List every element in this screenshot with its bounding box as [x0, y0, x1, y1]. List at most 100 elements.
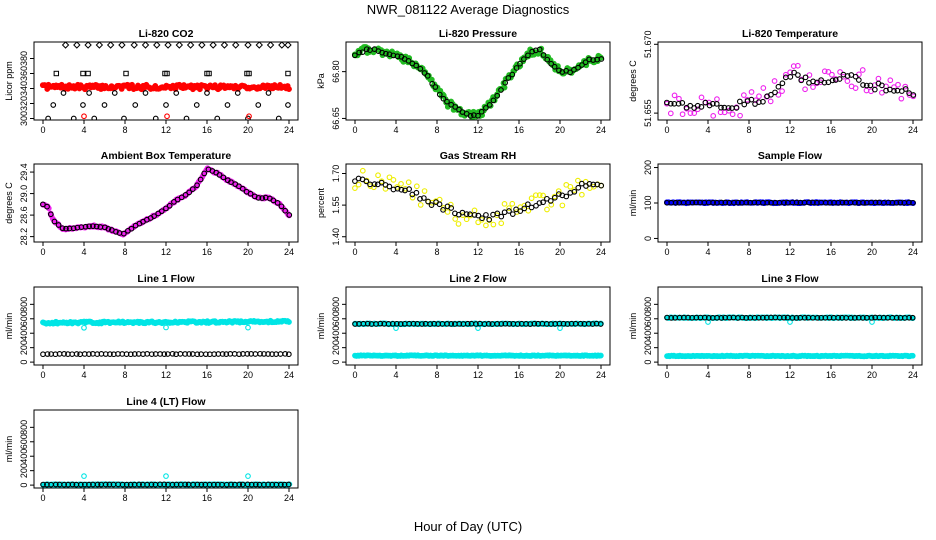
panel-ylabel: degrees C — [4, 182, 14, 224]
data-point — [265, 90, 272, 96]
data-point — [731, 199, 737, 206]
panel-title: Ambient Box Temperature — [101, 150, 232, 162]
data-point — [464, 320, 471, 327]
data-point — [417, 196, 423, 202]
panel-title: Gas Stream RH — [440, 150, 516, 162]
data-point — [852, 199, 858, 206]
data-point — [417, 65, 424, 72]
x-tick-label: 20 — [555, 125, 565, 135]
panel-data — [664, 199, 917, 207]
data-point — [517, 208, 524, 214]
y-tick-label: 66.80 — [331, 60, 341, 83]
data-point — [814, 314, 821, 321]
data-point — [255, 42, 263, 49]
data-point — [352, 321, 358, 327]
x-tick-label: 8 — [122, 370, 127, 380]
data-point — [533, 202, 539, 209]
data-point — [265, 351, 271, 357]
x-tick-label: 12 — [473, 370, 483, 380]
data-point — [444, 98, 450, 105]
data-point — [40, 481, 46, 488]
data-point — [198, 481, 205, 488]
data-point — [452, 104, 459, 110]
data-point — [51, 218, 58, 225]
data-point — [855, 77, 862, 83]
data-point — [440, 95, 447, 102]
data-point — [478, 108, 485, 115]
data-point — [113, 229, 119, 235]
data-point — [694, 102, 701, 109]
panel-title: Line 4 (LT) Flow — [126, 396, 206, 408]
data-point — [228, 481, 234, 488]
data-point — [463, 211, 470, 217]
data-point — [548, 60, 554, 67]
data-point — [582, 59, 589, 66]
data-point — [359, 167, 366, 174]
data-point — [282, 350, 289, 357]
data-point — [473, 321, 479, 327]
data-point — [73, 351, 80, 357]
data-point — [85, 70, 91, 77]
data-point — [194, 481, 201, 488]
x-tick-label: 8 — [122, 493, 127, 503]
data-point — [893, 314, 900, 321]
data-point — [844, 73, 851, 79]
y-tick-label: 600 — [643, 311, 653, 326]
y-tick-label: 28.6 — [19, 206, 29, 224]
x-tick-label: 24 — [284, 493, 294, 503]
data-point — [505, 75, 512, 81]
panel-data — [352, 167, 605, 229]
data-point — [781, 199, 787, 206]
x-axis: 0 4 8 12 16 20 24 — [664, 365, 918, 380]
data-point — [794, 62, 801, 69]
data-point — [164, 42, 172, 49]
data-point — [578, 191, 585, 198]
data-point — [764, 199, 771, 206]
data-point — [540, 52, 547, 58]
data-point — [123, 481, 130, 488]
x-tick-label: 0 — [664, 370, 669, 380]
data-point — [902, 86, 909, 92]
data-point — [275, 115, 282, 120]
data-point — [571, 188, 578, 195]
data-point — [211, 481, 217, 488]
data-point — [490, 97, 497, 104]
data-point — [564, 321, 571, 327]
data-point — [597, 352, 604, 359]
data-point — [679, 111, 686, 118]
data-point — [186, 189, 193, 196]
x-tick-label: 0 — [40, 493, 45, 503]
data-point — [245, 324, 251, 331]
data-point — [563, 193, 570, 200]
panel-data — [39, 165, 293, 238]
data-point — [887, 77, 894, 84]
x-tick-label: 16 — [514, 125, 524, 135]
data-point — [739, 314, 746, 321]
x-tick-label: 16 — [826, 247, 836, 257]
x-tick-label: 20 — [867, 247, 877, 257]
y-tick-label: 29.4 — [19, 163, 29, 181]
panel-3: Li-820 Temperature degrees C 0 4 8 12 16 20 24 51… — [628, 28, 923, 135]
data-point — [81, 113, 87, 120]
data-point — [793, 199, 800, 206]
data-point — [370, 184, 377, 191]
data-point — [383, 50, 389, 57]
data-point — [386, 174, 393, 181]
data-point — [483, 222, 489, 229]
series-2 — [53, 70, 291, 77]
data-point — [440, 206, 446, 213]
data-point — [531, 320, 538, 327]
x-axis: 0 4 8 12 16 20 24 — [40, 242, 294, 257]
x-tick-label: 24 — [908, 370, 918, 380]
data-point — [421, 188, 428, 194]
data-point — [509, 211, 516, 218]
data-point — [718, 314, 725, 321]
data-point — [282, 207, 289, 214]
data-point — [285, 351, 292, 358]
data-point — [793, 314, 800, 321]
data-point — [718, 104, 724, 111]
panel-ylabel: degrees C — [628, 60, 638, 102]
x-tick-label: 12 — [161, 247, 171, 257]
